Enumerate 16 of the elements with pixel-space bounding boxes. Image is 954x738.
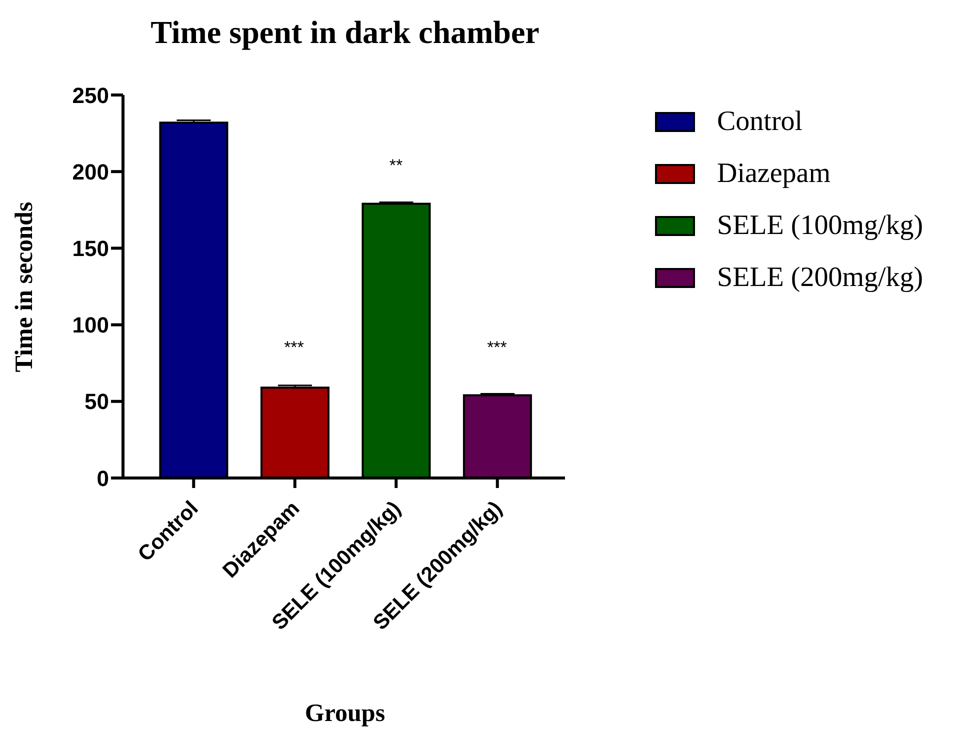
- legend-label: Diazepam: [717, 158, 830, 190]
- y-tick-label: 150: [72, 236, 109, 262]
- legend-label: SELE (200mg/kg): [717, 262, 924, 294]
- legend-label: Control: [717, 106, 803, 138]
- x-axis-title: Groups: [304, 700, 386, 728]
- y-tick-label: 250: [72, 82, 109, 108]
- annotation: **: [389, 156, 403, 176]
- y-tick-label: 100: [72, 312, 109, 338]
- y-tick-label: 200: [72, 159, 109, 184]
- chart-title: Time spent in dark chamber: [150, 14, 540, 51]
- legend-label: SELE (100mg/kg): [717, 210, 924, 242]
- y-tick-label: 0: [96, 466, 109, 491]
- annotation: ***: [487, 338, 507, 358]
- annotation: ***: [284, 338, 304, 358]
- y-axis-title: Time in seconds: [11, 202, 39, 372]
- y-tick-label: 50: [84, 389, 109, 414]
